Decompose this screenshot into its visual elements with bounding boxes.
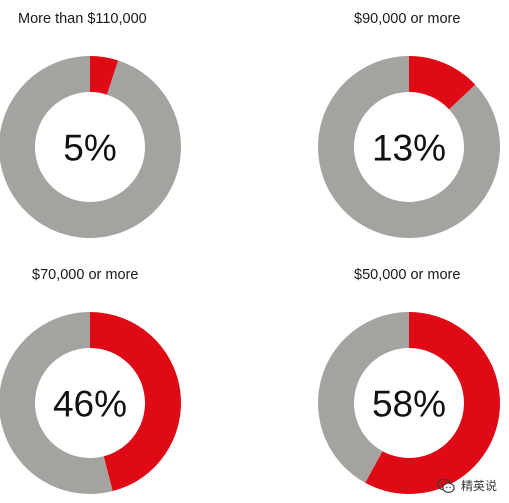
percent-label: 46% (53, 384, 127, 425)
donut-chart-1: More than $110,000 5% (0, 11, 181, 238)
donut-chart-2: $90,000 or more 13% (317, 11, 500, 238)
donut-chart-4: $50,000 or more 58% (317, 267, 500, 494)
percent-label: 58% (372, 384, 446, 425)
watermark: 精英说 (437, 477, 497, 494)
remainder-slice (0, 312, 113, 494)
donut-chart-3: $70,000 or more 46% (0, 267, 182, 494)
highlight-slice (90, 312, 182, 492)
remainder-slice (0, 56, 181, 238)
percent-label: 13% (372, 128, 446, 169)
wechat-logo-icon (437, 478, 455, 493)
remainder-slice (317, 56, 500, 238)
watermark-text: 精英说 (460, 479, 497, 493)
percent-label: 5% (63, 128, 116, 169)
remainder-slice (317, 312, 409, 483)
chart-title: $90,000 or more (354, 11, 460, 27)
chart-title: $50,000 or more (354, 267, 460, 283)
chart-title: More than $110,000 (18, 11, 147, 27)
highlight-slice (365, 312, 500, 494)
highlight-slice (90, 56, 119, 95)
chart-title: $70,000 or more (32, 267, 138, 283)
highlight-slice (409, 56, 476, 110)
